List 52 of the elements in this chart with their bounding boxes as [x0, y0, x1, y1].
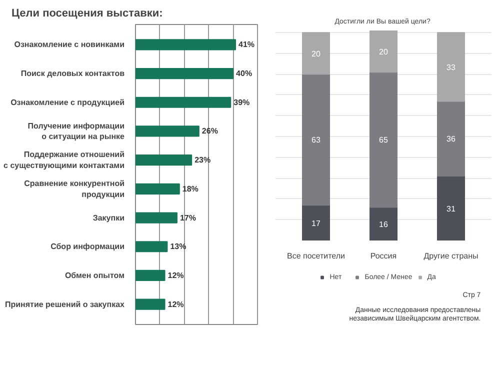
data-label: 17%: [180, 213, 196, 222]
bar: [370, 72, 398, 208]
chart-title: Цели посещения выставки:: [12, 8, 163, 20]
x-tick-label: Все посетители: [287, 252, 345, 260]
data-label: 12%: [168, 270, 184, 280]
bar: [136, 39, 236, 50]
bar: [136, 270, 166, 282]
y-tick-label: Обмен опытом: [64, 270, 125, 280]
y-tick-label: Получение информации о ситуации на рынке: [28, 121, 126, 142]
bar: [136, 154, 192, 166]
bar: [302, 204, 330, 240]
bar: [437, 32, 465, 102]
data-label: 17: [312, 218, 321, 228]
y-tick-label: Закупки: [92, 213, 125, 222]
y-tick-label: Ознакомление с продукцией: [10, 98, 125, 107]
data-label: 23%: [194, 156, 211, 165]
y-tick-label: Сравнение конкурентной продукции: [24, 179, 125, 199]
bar: [302, 74, 330, 206]
bar: [302, 32, 330, 75]
data-label: 20: [312, 49, 321, 58]
bar: [136, 298, 166, 310]
data-label: 13%: [170, 242, 186, 252]
bar: [370, 30, 398, 73]
x-tick-label: Другие страны: [424, 252, 479, 260]
data-label: 31: [446, 204, 456, 214]
bar: [437, 100, 465, 177]
data-label: 41%: [238, 40, 255, 50]
bar: [136, 68, 234, 80]
data-label: 16: [379, 220, 388, 229]
bar: [136, 126, 200, 137]
data-label: 26%: [202, 126, 218, 136]
bar: [136, 212, 178, 224]
x-tick-label: Россия: [370, 252, 397, 260]
y-tick-label: Принятие решений о закупках: [4, 300, 126, 309]
data-label: 18%: [182, 184, 198, 194]
data-label: 39%: [234, 98, 250, 107]
bar: [136, 241, 168, 252]
data-label: 12%: [168, 300, 184, 309]
bar: [136, 183, 180, 194]
data-label: 63: [312, 136, 321, 145]
data-label: 65: [379, 136, 388, 145]
y-tick-label: Сбор информации: [50, 242, 125, 252]
data-label: 20: [379, 47, 388, 56]
y-tick-label: Поиск деловых контактов: [20, 69, 125, 78]
y-tick-label: Поддержание отношений с существующими контактами: [4, 150, 125, 170]
bar: [136, 96, 232, 108]
bar: [437, 176, 465, 240]
bar: [370, 206, 398, 240]
data-label: 36: [446, 134, 456, 144]
data-label: 40%: [236, 69, 252, 78]
y-tick-label: Ознакомление с новинками: [14, 40, 125, 50]
data-label: 33: [446, 62, 456, 72]
